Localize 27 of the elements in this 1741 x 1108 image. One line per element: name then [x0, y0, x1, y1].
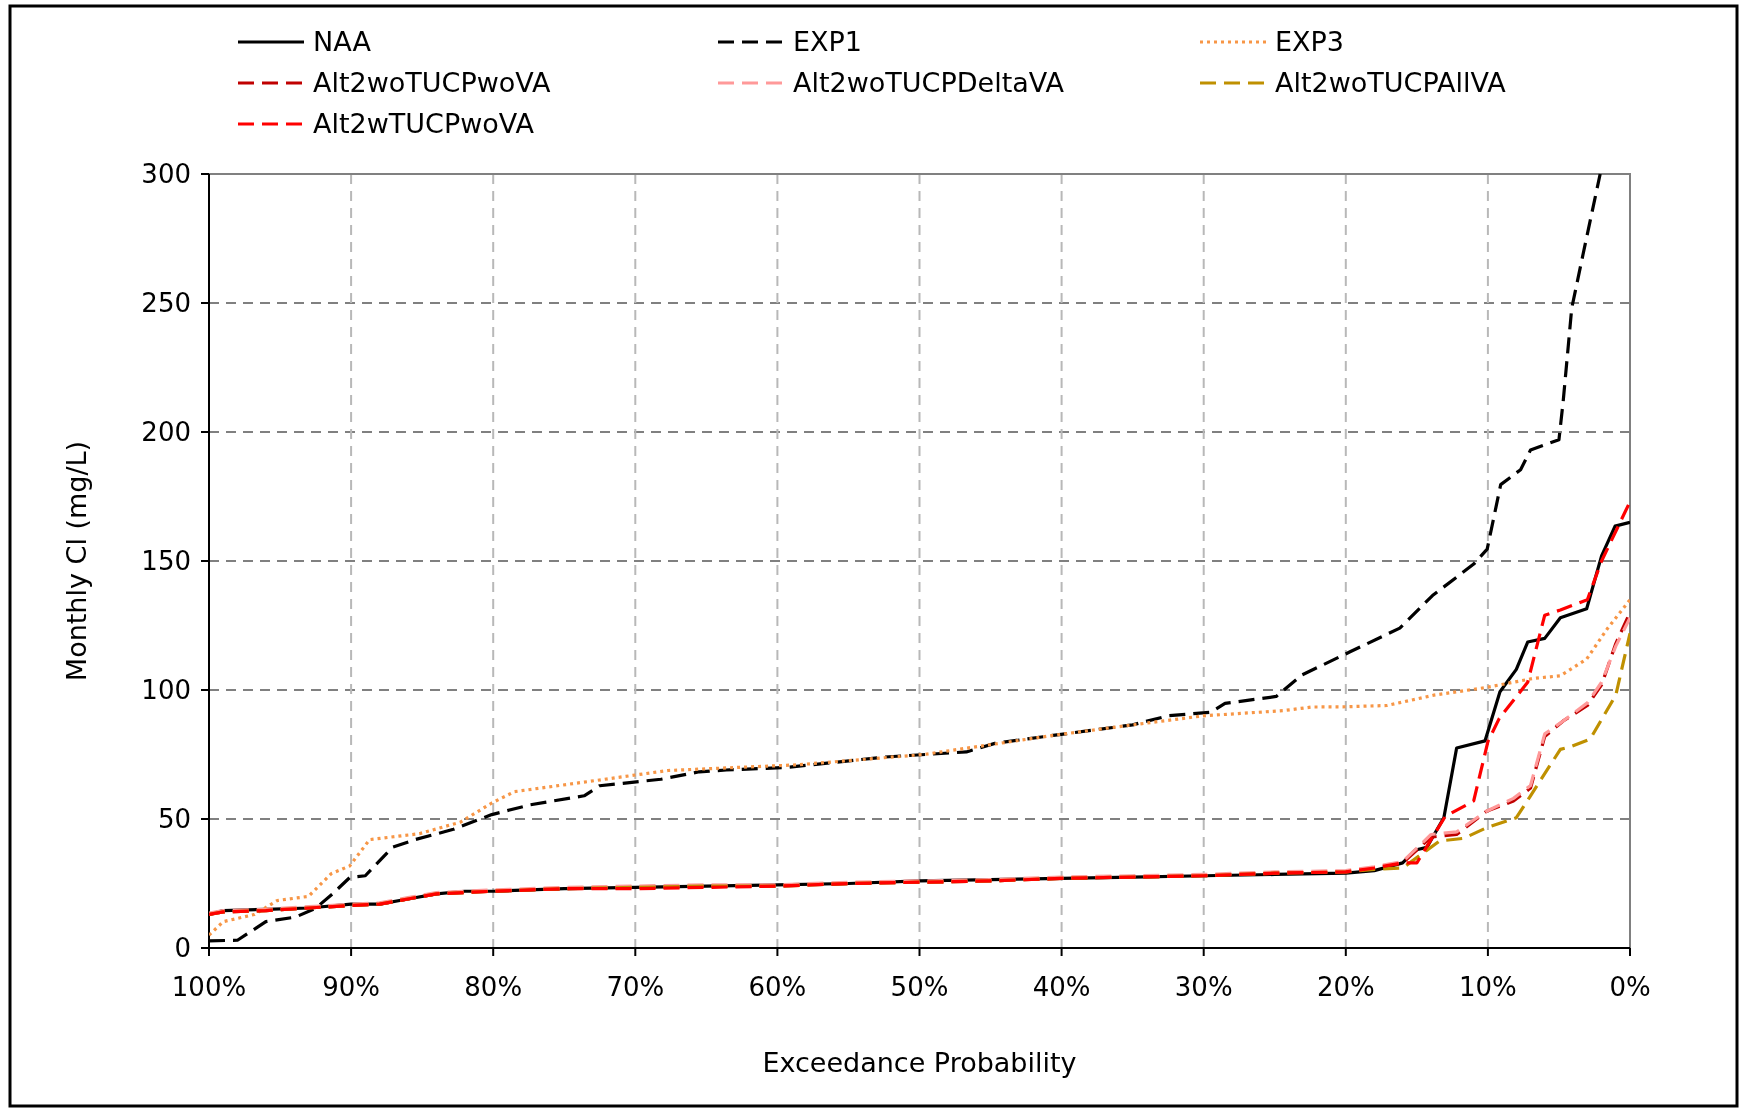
x-tick-label: 0%	[1609, 972, 1651, 1002]
legend-label: Alt2wTUCPwoVA	[313, 108, 535, 140]
legend-label: Alt2woTUCPAllVA	[1275, 67, 1507, 99]
y-tick-label: 300	[141, 159, 191, 190]
legend-label: Alt2woTUCPwoVA	[313, 67, 552, 99]
y-tick-label: 150	[141, 546, 191, 577]
x-axis-title: Exceedance Probability	[762, 1047, 1077, 1078]
legend-label: Alt2woTUCPDeltaVA	[793, 67, 1065, 99]
y-axis-title: Monthly Cl (mg/L)	[61, 440, 92, 682]
x-tick-label: 70%	[606, 972, 665, 1002]
y-tick-label: 0	[174, 933, 191, 964]
x-tick-label: 60%	[748, 972, 807, 1002]
x-tick-label: 20%	[1316, 972, 1375, 1002]
legend-label: EXP1	[793, 26, 863, 58]
x-tick-label: 100%	[171, 972, 247, 1002]
x-tick-label: 80%	[464, 972, 523, 1002]
y-tick-label: 50	[157, 804, 191, 835]
legend-label: EXP3	[1275, 26, 1345, 58]
x-tick-label: 90%	[322, 972, 380, 1002]
legend-label: NAA	[313, 26, 372, 58]
y-tick-label: 100	[141, 675, 191, 706]
x-tick-label: 10%	[1459, 972, 1517, 1002]
y-tick-label: 200	[141, 417, 191, 448]
x-tick-label: 30%	[1174, 972, 1233, 1002]
x-tick-label: 50%	[890, 972, 949, 1002]
y-tick-label: 250	[141, 288, 191, 319]
x-tick-label: 40%	[1032, 972, 1091, 1002]
